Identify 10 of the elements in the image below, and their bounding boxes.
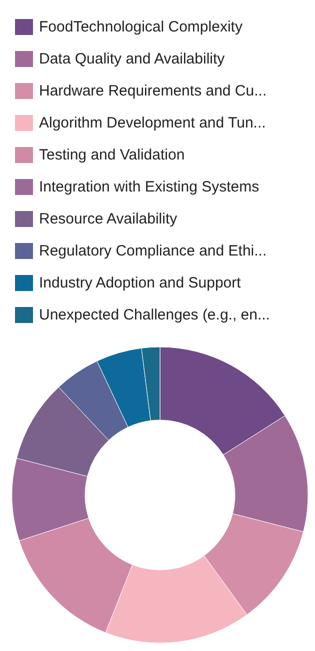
legend-label: Data Quality and Availability (39, 50, 226, 68)
legend-label: Industry Adoption and Support (39, 274, 242, 292)
legend-label: Testing and Validation (39, 146, 185, 164)
legend-label: Hardware Requirements and Cu... (39, 82, 267, 100)
legend-label: Unexpected Challenges (e.g., en... (39, 306, 270, 324)
legend-label: Resource Availability (39, 210, 178, 228)
legend-label: FoodTechnological Complexity (39, 18, 243, 36)
legend-label: Regulatory Compliance and Ethi... (39, 242, 267, 260)
legend-label: Algorithm Development and Tun... (39, 114, 266, 132)
legend-label: Integration with Existing Systems (39, 178, 260, 196)
